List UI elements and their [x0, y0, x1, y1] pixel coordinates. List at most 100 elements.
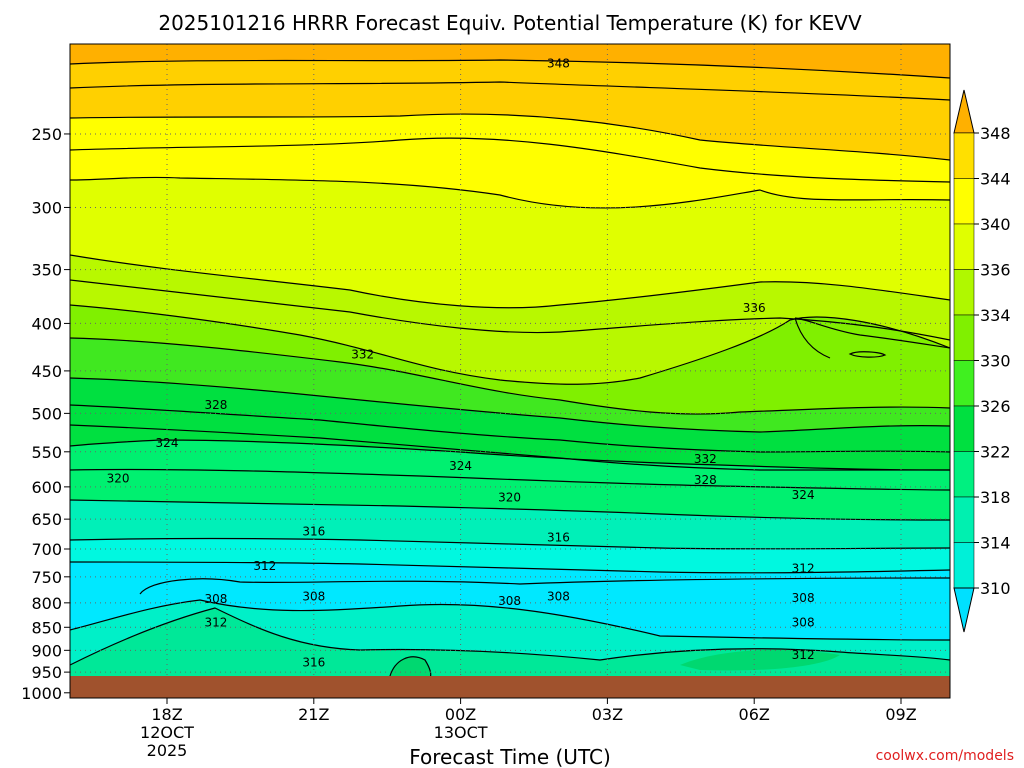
colorbar-swatch [953, 178, 975, 225]
y-axis: 250 300 350 400 450 500 550 600 650 700 750 800 850 9… [21, 125, 70, 703]
colorbar-label: 340 [980, 215, 1011, 234]
contour-label: 308 [204, 592, 227, 606]
x-tick-label: 09Z [885, 705, 916, 724]
contour-line [70, 81, 950, 101]
x-axis-label: Forecast Time (UTC) [409, 745, 611, 768]
colorbar-label: 310 [980, 579, 1011, 598]
x-tick-label: 00Z [445, 705, 476, 724]
contour-label: 312 [792, 562, 815, 576]
x-tick-label: 18Z [151, 705, 182, 724]
x-tick-label: 12OCT [140, 723, 194, 742]
contour-line [70, 176, 950, 209]
contour-line [70, 279, 950, 341]
contour-label-text: 308 [498, 594, 521, 608]
y-tick-label: 250 [31, 125, 62, 144]
contour-label-text: 312 [253, 559, 276, 573]
contour-line [70, 59, 950, 79]
contour-label: 332 [694, 452, 717, 466]
y-tick-label: 850 [31, 618, 62, 637]
contour-label-text: 348 [547, 57, 570, 71]
y-tick-label: 300 [31, 198, 62, 217]
colorbar-label: 314 [980, 534, 1011, 553]
contour-line [70, 537, 950, 550]
band-330 [70, 305, 950, 415]
contour-label: 348 [547, 57, 570, 71]
contour-label: 316 [547, 530, 570, 544]
colorbar-label: 334 [980, 306, 1011, 325]
contour-line [139, 577, 950, 595]
contour-label-text: 328 [204, 398, 227, 412]
y-tick-label: 500 [31, 404, 62, 423]
contour-label: 328 [694, 473, 717, 487]
y-tick-label: 350 [31, 261, 62, 280]
colorbar-label: 348 [980, 124, 1011, 143]
colorbar-label: 330 [980, 352, 1011, 371]
colorbar-label: 336 [980, 261, 1011, 280]
y-tick-label: 650 [31, 510, 62, 529]
colorbar-max-arrow [953, 89, 975, 134]
contour-label: 308 [792, 591, 815, 605]
band-344 [70, 60, 950, 160]
band-348 [70, 44, 950, 78]
colorbar-swatch [953, 542, 975, 589]
band-322 [70, 378, 950, 470]
contour-line [70, 607, 950, 666]
band-310 [70, 538, 950, 573]
band-314 [70, 500, 950, 549]
contour-label: 320 [107, 472, 130, 486]
grid-lines [70, 44, 950, 698]
y-tick-label: 1000 [21, 684, 62, 703]
contour-line [70, 337, 950, 415]
chart-title: 2025101216 HRRR Forecast Equiv. Potentia… [158, 11, 862, 35]
colorbar-swatch [953, 269, 975, 316]
contour-label: 320 [498, 490, 521, 504]
y-tick-label: 700 [31, 540, 62, 559]
band-334 [70, 255, 950, 385]
contour-line [70, 561, 950, 574]
contour-label-text: 332 [351, 347, 374, 361]
band-326 [70, 338, 950, 432]
contour-label-text: 312 [792, 562, 815, 576]
contour-line [70, 439, 950, 471]
contour-label-text: 336 [743, 301, 766, 315]
contour-label-text: 332 [694, 452, 717, 466]
contour-label-text: 312 [792, 648, 815, 662]
contour-line [794, 317, 950, 359]
contour-label: 324 [156, 436, 179, 450]
contour-line [70, 377, 950, 433]
y-tick-label: 600 [31, 478, 62, 497]
contour-label-text: 308 [792, 591, 815, 605]
y-tick-label: 800 [31, 594, 62, 613]
contour-line [70, 599, 950, 641]
band-306 [70, 562, 950, 640]
contour-line [70, 254, 950, 309]
contour-label-text: 320 [107, 472, 130, 486]
contour-line [70, 137, 950, 183]
contour-label-text: 308 [302, 590, 325, 604]
contour-label-text: 316 [302, 656, 325, 670]
contour-line [848, 351, 887, 358]
contour-label: 308 [498, 594, 521, 608]
contour-line [70, 468, 950, 491]
contour-label-text: 316 [302, 524, 325, 538]
x-tick-label: 06Z [739, 705, 770, 724]
contour-label: 316 [302, 656, 325, 670]
colorbar-min-arrow [953, 587, 975, 633]
colorbar-label: 322 [980, 443, 1011, 462]
contour-label-text: 308 [547, 590, 570, 604]
x-tick-label: 13OCT [434, 723, 488, 742]
contour-label-text: 324 [449, 459, 472, 473]
contour-label: 328 [204, 398, 227, 412]
contour-line [389, 656, 432, 679]
colorbar-swatch [953, 360, 975, 407]
contour-label: 332 [351, 347, 374, 361]
credit-link[interactable]: coolwx.com/models [876, 748, 1014, 764]
contour-line [70, 499, 950, 521]
contour-label: 324 [792, 488, 815, 502]
contour-label-text: 308 [792, 616, 815, 630]
contour-label: 312 [253, 559, 276, 573]
colorbar-swatch [953, 223, 975, 270]
contour-label: 336 [743, 301, 766, 315]
